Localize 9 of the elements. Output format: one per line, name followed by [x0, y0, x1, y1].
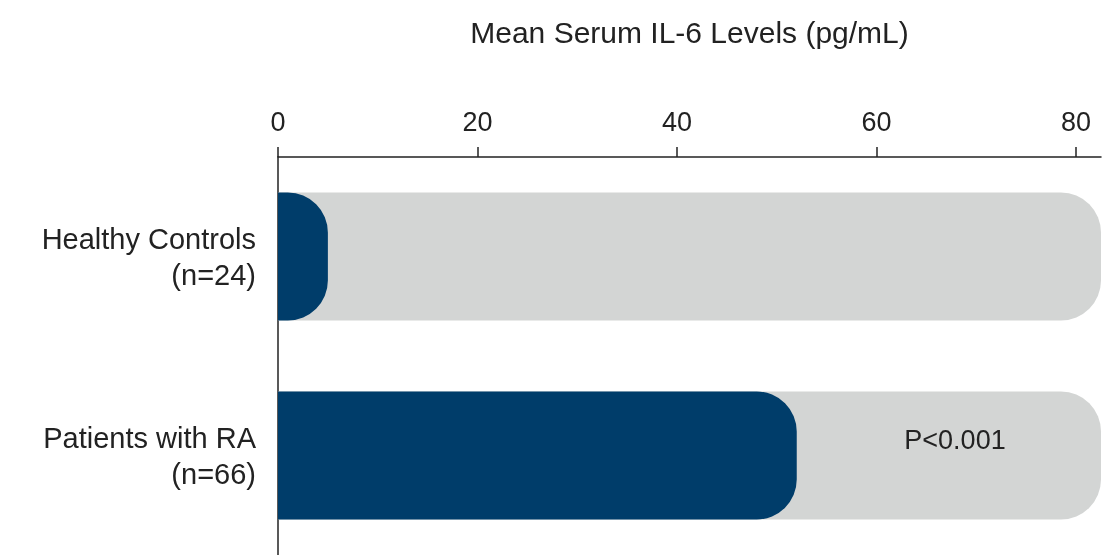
x-tick-label: 60: [861, 106, 892, 137]
x-tick-label: 80: [1061, 106, 1092, 137]
x-axis-title: Mean Serum IL-6 Levels (pg/mL): [470, 15, 909, 49]
x-tick-label: 20: [462, 106, 493, 137]
x-tick-label: 40: [662, 106, 693, 137]
annotation: P<0.001: [904, 425, 1006, 455]
x-tick-label: 0: [270, 106, 286, 137]
y-tick-label: Healthy Controls (n=24): [41, 222, 256, 291]
y-tick-label: Patients with RA (n=66): [43, 421, 257, 490]
